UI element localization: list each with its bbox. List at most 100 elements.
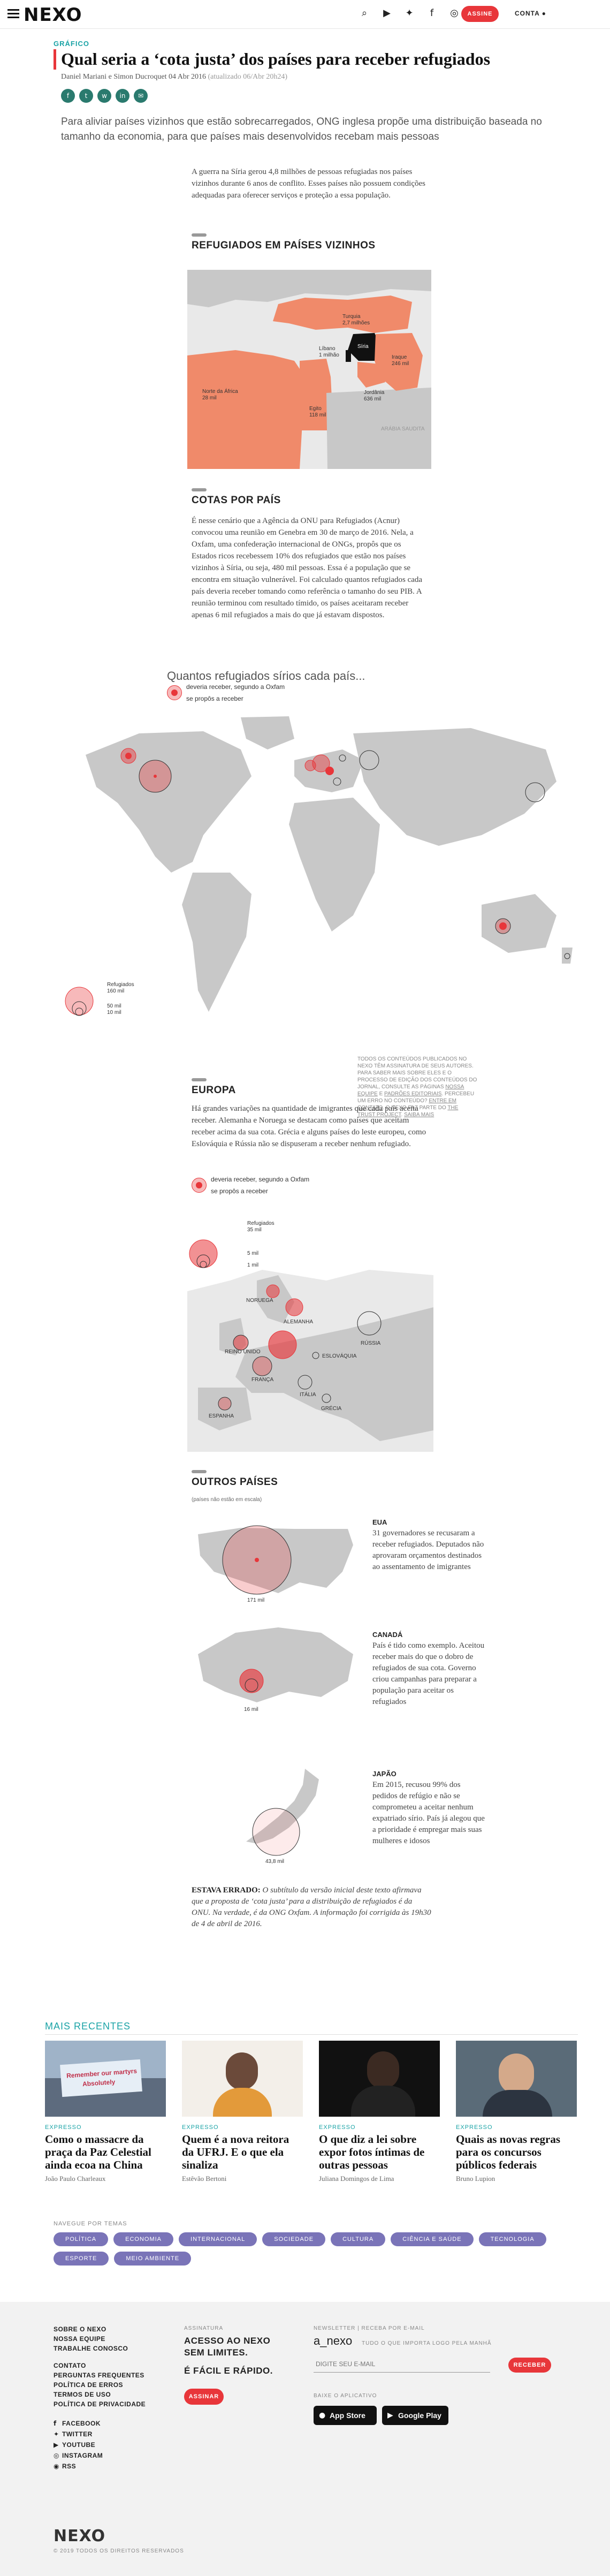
alemanha-circle[interactable] bbox=[268, 1330, 297, 1359]
recent-card-headline[interactable]: Como o massacre da praça da Paz Celestia… bbox=[45, 2133, 151, 2171]
menu-icon[interactable] bbox=[7, 9, 19, 19]
tag-tecnologia[interactable]: TECNOLOGIA bbox=[478, 2232, 546, 2246]
reino-unido-circle[interactable] bbox=[233, 1335, 249, 1351]
social-twitter-label: TWITTER bbox=[62, 2430, 93, 2438]
tag-cultura[interactable]: CULTURA bbox=[331, 2232, 386, 2246]
label-franca: FRANÇA bbox=[251, 1377, 273, 1383]
social-instagram[interactable]: ◎ INSTAGRAM bbox=[54, 2452, 103, 2459]
recent-card[interactable]: EXPRESSO O que diz a lei sobre expor fot… bbox=[319, 2041, 440, 2183]
footer-link-faq[interactable]: PERGUNTAS FREQUENTES bbox=[54, 2372, 144, 2379]
recent-card[interactable]: Remember our martyrs Absolutely EXPRESSO… bbox=[45, 2041, 166, 2183]
footer-link-erros[interactable]: POLÍTICA DE ERROS bbox=[54, 2381, 124, 2389]
espanha-circle[interactable] bbox=[218, 1397, 232, 1411]
italia-circle[interactable] bbox=[298, 1375, 312, 1390]
section-title-outros: OUTROS PAÍSES bbox=[192, 1476, 278, 1488]
recent-card-photo[interactable] bbox=[456, 2041, 577, 2117]
label-alemanha: ALEMANHA bbox=[284, 1319, 313, 1325]
note-link-contato[interactable]: ENTRE EM CONTATO bbox=[357, 1098, 457, 1111]
footer-link-termos[interactable]: TERMOS DE USO bbox=[54, 2391, 111, 2398]
google-play-badge[interactable]: ▶ Google Play bbox=[382, 2406, 448, 2425]
footer-link-contato[interactable]: CONTATO bbox=[54, 2362, 86, 2369]
eu-legend-proposed: se propôs a receber bbox=[211, 1187, 268, 1195]
franca-circle[interactable] bbox=[252, 1356, 272, 1376]
grecia-circle[interactable] bbox=[322, 1393, 331, 1403]
tag-sociedade[interactable]: SOCIEDADE bbox=[262, 2232, 326, 2246]
footer-link-sobre[interactable]: SOBRE O NEXO bbox=[54, 2325, 106, 2333]
recent-card[interactable]: EXPRESSO Quem é a nova reitora da UFRJ. … bbox=[182, 2041, 303, 2183]
newsletter-receber-button[interactable]: RECEBER bbox=[508, 2358, 551, 2373]
footer-link-trabalhe[interactable]: TRABALHE CONOSCO bbox=[54, 2345, 128, 2352]
correction-label: ESTAVA ERRADO: bbox=[192, 1886, 261, 1895]
footer-link-equipe[interactable]: NOSSA EQUIPE bbox=[54, 2335, 105, 2343]
instagram-icon[interactable]: ◎ bbox=[450, 7, 459, 19]
footer-assinar-button[interactable]: ASSINAR bbox=[184, 2389, 224, 2405]
eslovaquia-circle[interactable] bbox=[312, 1352, 319, 1359]
russia-eu-circle[interactable] bbox=[357, 1311, 382, 1336]
label-egito: Egito bbox=[309, 406, 322, 412]
section-label[interactable]: GRÁFICO bbox=[54, 40, 89, 48]
canada-should-big-circle[interactable] bbox=[239, 1669, 264, 1693]
recent-card-headline[interactable]: Quem é a nova reitora da UFRJ. E o que e… bbox=[182, 2133, 289, 2171]
label-grecia: GRÉCIA bbox=[321, 1405, 342, 1412]
account-link[interactable]: CONTA ● bbox=[515, 10, 546, 17]
usa-proposed-dot bbox=[255, 1558, 259, 1562]
recent-card-photo[interactable]: Remember our martyrs Absolutely bbox=[45, 2041, 166, 2117]
share-facebook-icon[interactable]: f bbox=[61, 89, 75, 103]
south-america-shape bbox=[182, 873, 251, 1012]
label-noruega: NORUEGA bbox=[246, 1298, 273, 1304]
recent-card-photo[interactable] bbox=[319, 2041, 440, 2117]
tag-politica[interactable]: POLÍTICA bbox=[54, 2232, 109, 2246]
site-logo[interactable]: NEXO bbox=[24, 4, 82, 26]
note-text: TODOS OS CONTEÚDOS PUBLICADOS NO NEXO TÊ… bbox=[357, 1056, 477, 1090]
russia-circle[interactable] bbox=[359, 750, 379, 770]
japan-circle[interactable] bbox=[525, 782, 545, 802]
footer-logo[interactable]: NEXO bbox=[54, 2527, 106, 2545]
tag-esporte[interactable]: ESPORTE bbox=[54, 2252, 109, 2266]
europe-circle-3[interactable] bbox=[325, 767, 334, 775]
tag-ciencia-saude[interactable]: CIÊNCIA E SAÚDE bbox=[391, 2232, 474, 2246]
arabia-shape bbox=[326, 388, 431, 469]
recent-card[interactable]: EXPRESSO Quais as novas regras para os c… bbox=[456, 2041, 577, 2183]
share-whatsapp-icon[interactable]: w bbox=[97, 89, 111, 103]
social-rss[interactable]: ◉ RSS bbox=[54, 2463, 76, 2470]
social-facebook[interactable]: f FACEBOOK bbox=[54, 2420, 101, 2427]
twitter-icon[interactable]: ✦ bbox=[405, 7, 414, 19]
recent-card-photo[interactable] bbox=[182, 2041, 303, 2117]
app-store-badge[interactable]: ● App Store bbox=[314, 2406, 377, 2425]
noruega-circle[interactable] bbox=[266, 1284, 280, 1298]
tag-economia[interactable]: ECONOMIA bbox=[113, 2232, 174, 2246]
europe-circle-5[interactable] bbox=[333, 777, 341, 786]
footer-link-privacidade[interactable]: POLÍTICA DE PRIVACIDADE bbox=[54, 2400, 146, 2408]
share-twitter-icon[interactable]: t bbox=[79, 89, 93, 103]
japan-should-big-circle[interactable] bbox=[252, 1808, 300, 1856]
share-linkedin-icon[interactable]: in bbox=[116, 89, 129, 103]
share-email-icon[interactable]: ✉ bbox=[134, 89, 148, 103]
youtube-icon[interactable]: ▶ bbox=[383, 7, 391, 19]
facebook-icon[interactable]: f bbox=[430, 7, 434, 19]
canada-proposed-circle bbox=[125, 753, 132, 759]
eu-legend-35-circle bbox=[189, 1239, 218, 1268]
europe-circle-2[interactable] bbox=[312, 754, 330, 772]
note-link-equipe[interactable]: NOSSA EQUIPE bbox=[357, 1084, 464, 1097]
recent-card-headline[interactable]: Quais as novas regras para os concursos … bbox=[456, 2133, 561, 2171]
social-twitter[interactable]: ✦ TWITTER bbox=[54, 2430, 93, 2438]
social-rss-label: RSS bbox=[62, 2463, 77, 2470]
newzealand-circle[interactable] bbox=[564, 953, 570, 959]
europe-circle-1[interactable] bbox=[304, 760, 316, 771]
note-link-padroes[interactable]: PADRÕES EDITORIAIS bbox=[384, 1091, 442, 1097]
article-title: Qual seria a ‘cota justa’ dos países par… bbox=[61, 49, 491, 69]
tag-meio-ambiente[interactable]: MEIO AMBIENTE bbox=[114, 2252, 192, 2266]
europe-circle-4[interactable] bbox=[339, 754, 346, 762]
search-icon[interactable]: ⌕ bbox=[361, 7, 368, 19]
note-link-trust[interactable]: THE TRUST PROJECT bbox=[357, 1105, 459, 1118]
tag-internacional[interactable]: INTERNACIONAL bbox=[179, 2232, 257, 2246]
note-link-saiba[interactable]: SAIBA MAIS bbox=[404, 1112, 434, 1118]
subscription-line-3: É FÁCIL E RÁPIDO. bbox=[184, 2366, 273, 2376]
recent-card-headline[interactable]: O que diz a lei sobre expor fotos íntima… bbox=[319, 2133, 425, 2171]
apple-icon: ● bbox=[319, 2411, 326, 2420]
social-youtube[interactable]: ▶ YOUTUBE bbox=[54, 2441, 95, 2449]
newsletter-email-input[interactable] bbox=[314, 2355, 490, 2373]
sweden-circle[interactable] bbox=[285, 1298, 303, 1316]
label-norte-africa-value: 28 mil bbox=[202, 395, 217, 401]
assine-button[interactable]: ASSINE bbox=[461, 6, 499, 22]
